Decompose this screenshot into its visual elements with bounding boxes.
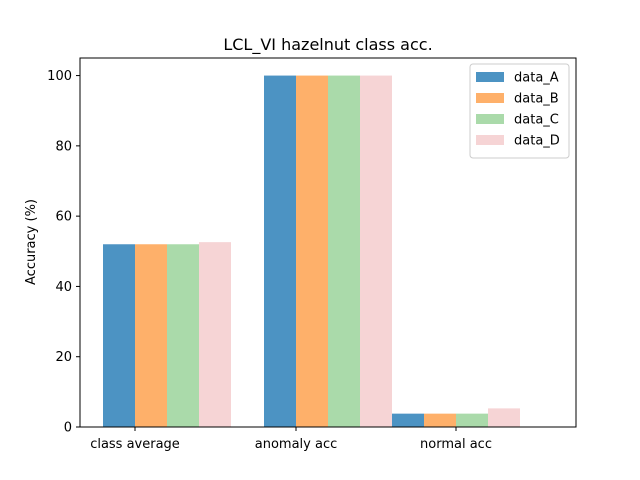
axes-group: 0 20 40 60 80 100 class average anomaly acc norm… [47, 57, 577, 452]
legend-swatch-data_B [476, 93, 504, 103]
y-tick-label: 0 [64, 421, 72, 436]
legend-swatch-data_C [476, 114, 504, 124]
bar-data_B-2 [424, 413, 456, 427]
x-tick-label: anomaly acc [255, 437, 338, 452]
chart-title: LCL_VI hazelnut class acc. [223, 35, 432, 55]
legend-box [469, 63, 570, 159]
x-tick-label: normal acc [420, 437, 492, 452]
bars-group [103, 75, 520, 428]
legend-label-data_D: data_D [514, 134, 560, 149]
bar-data_D-0 [199, 242, 231, 427]
y-tick-label: 60 [55, 210, 72, 225]
legend-label-data_B: data_B [514, 92, 559, 107]
y-tick-label: 40 [55, 280, 72, 295]
bar-data_A-0 [103, 244, 135, 427]
y-tick-label: 80 [55, 139, 72, 154]
bar-data_A-2 [392, 413, 424, 427]
x-tick-label: class average [90, 437, 180, 452]
bar-data_D-1 [360, 75, 392, 428]
bar-data_C-0 [167, 244, 199, 427]
bar-data_C-1 [328, 75, 360, 428]
y-axis-label: Accuracy (%) [24, 199, 39, 285]
bar-data_B-0 [135, 244, 167, 427]
legend-label-data_A: data_A [514, 71, 559, 86]
bar-data_C-2 [456, 413, 488, 427]
legend-label-data_C: data_C [514, 113, 559, 128]
bar-data_D-2 [488, 408, 520, 427]
y-tick-label: 100 [47, 69, 72, 84]
legend-swatch-data_A [476, 72, 504, 82]
bar-data_B-1 [296, 75, 328, 428]
y-tick-label: 20 [55, 350, 72, 365]
plot-frame [79, 57, 577, 428]
bar-data_A-1 [264, 75, 296, 428]
legend-swatch-data_D [476, 135, 504, 145]
legend: data_A data_B data_C data_D [469, 63, 570, 159]
